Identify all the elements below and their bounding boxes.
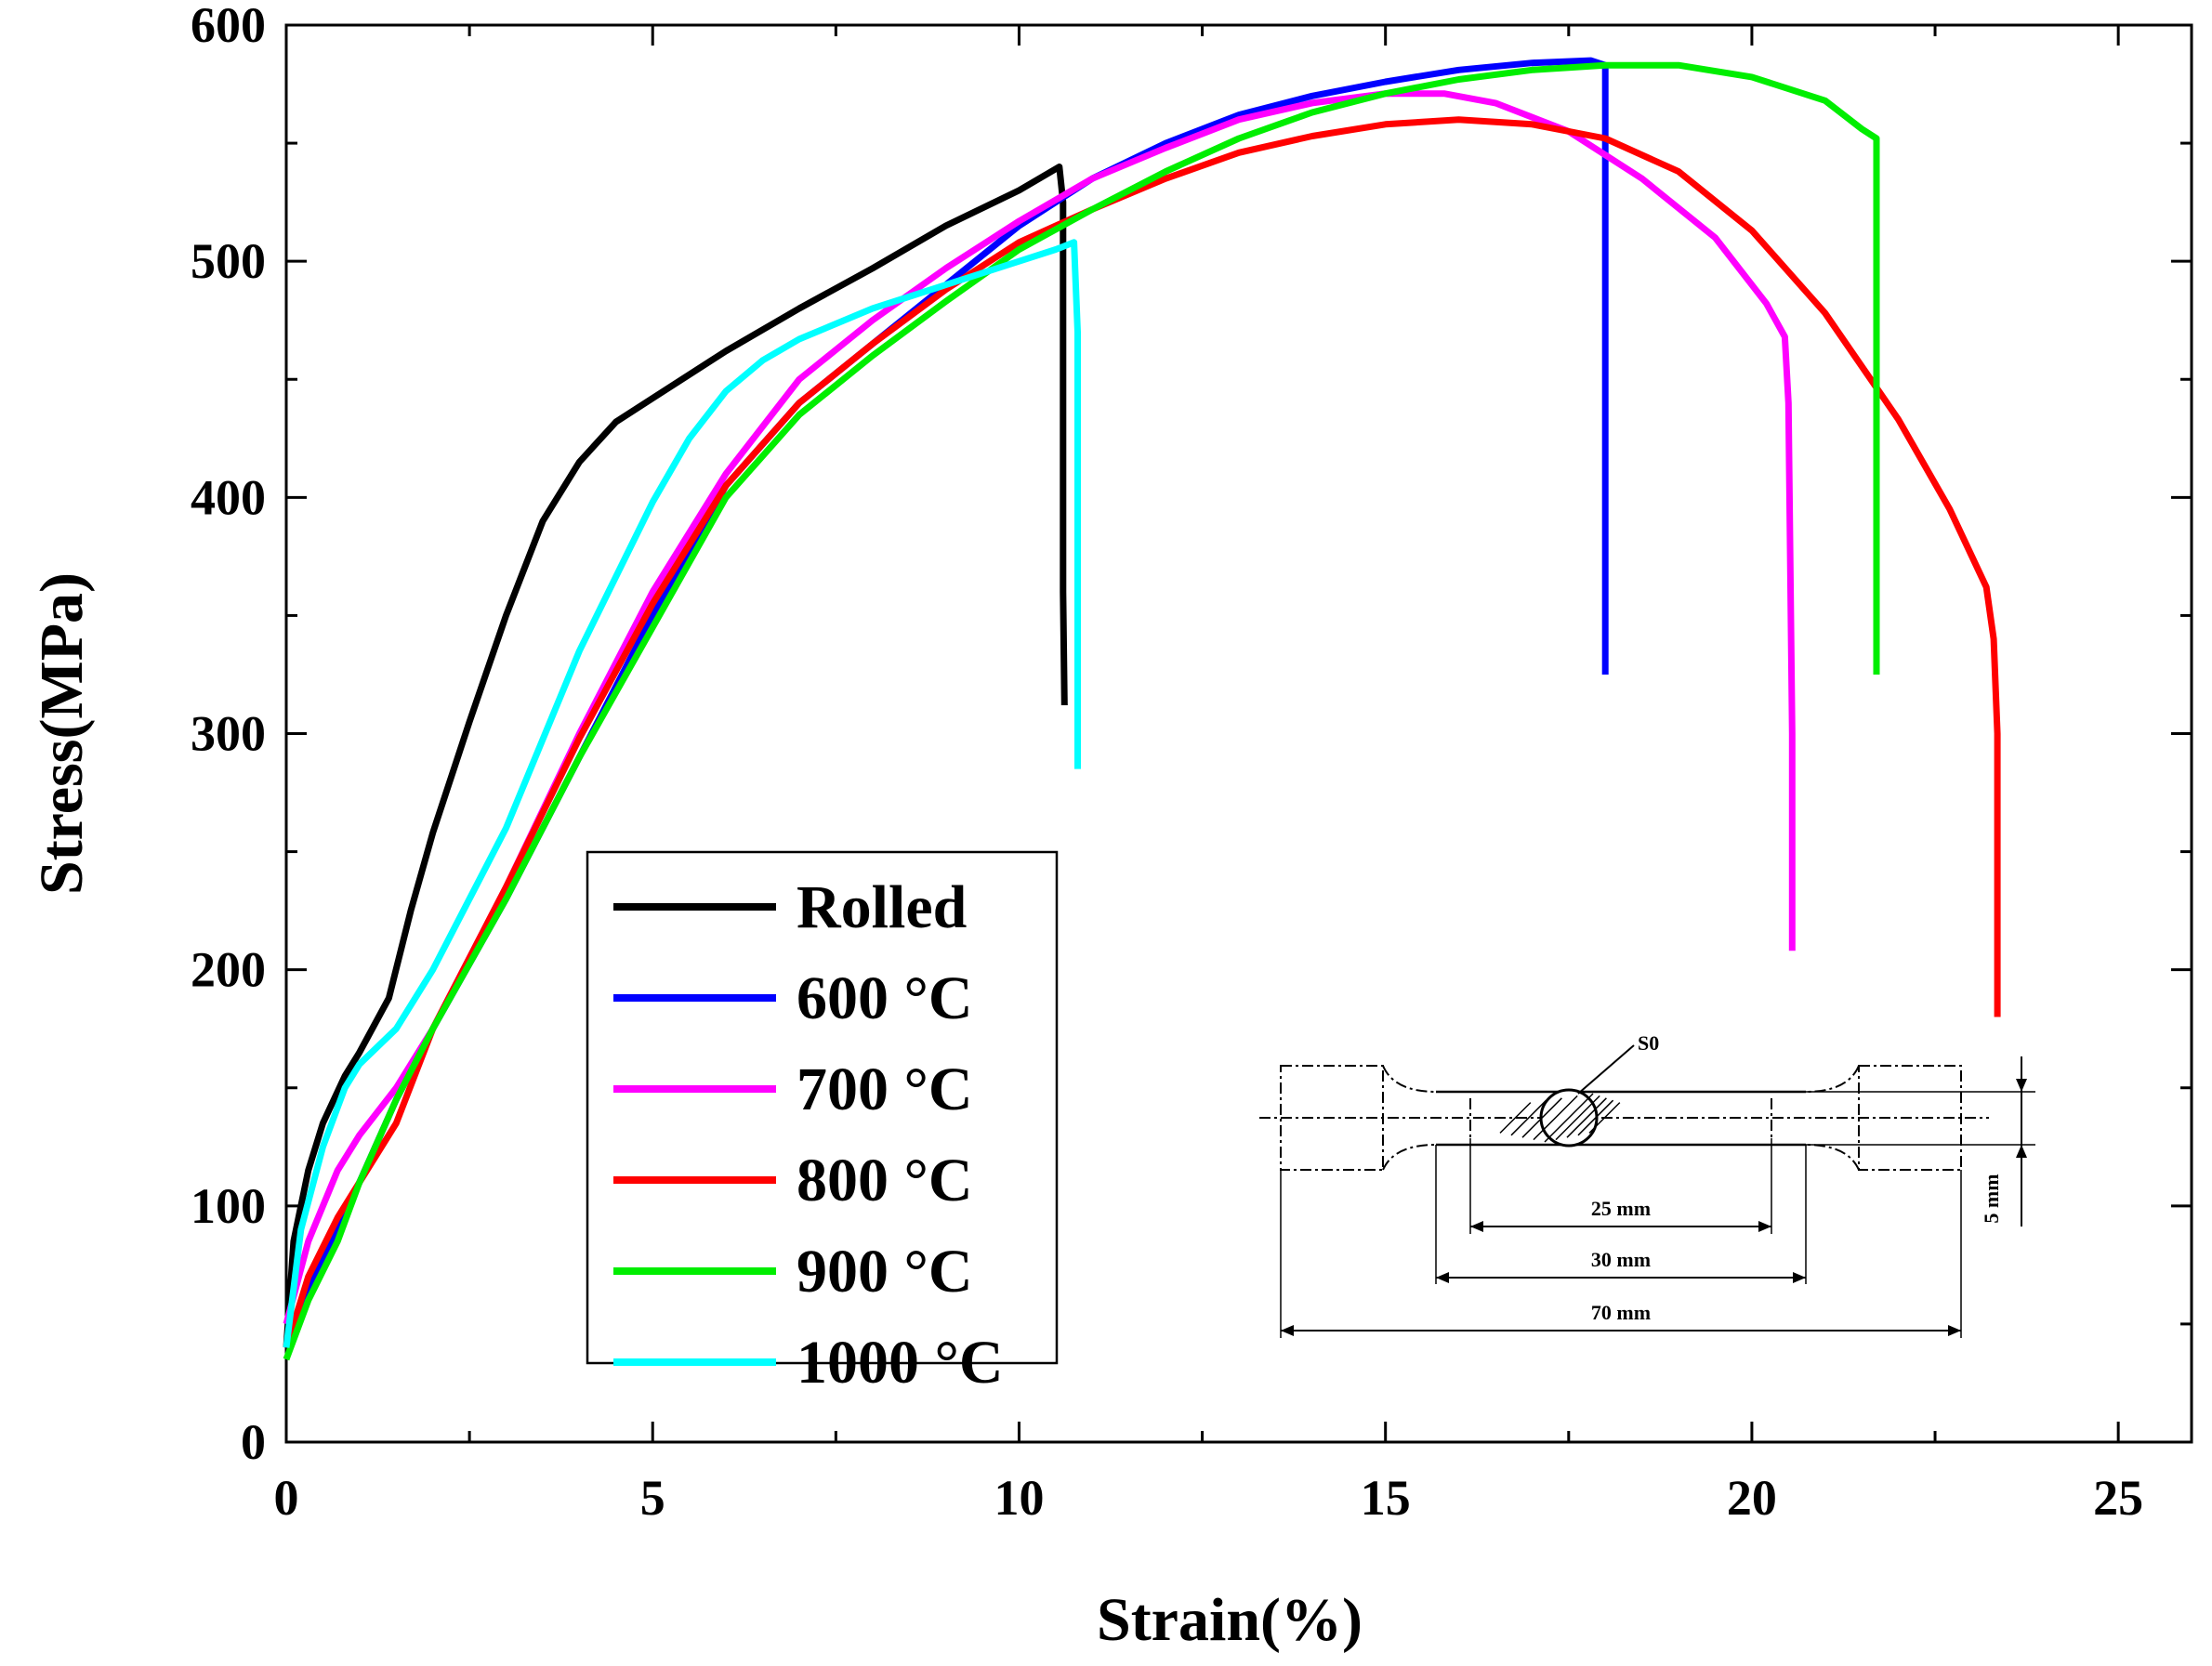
cross-section-hatch [1521, 1097, 1562, 1138]
cross-section-hatch [1566, 1097, 1607, 1138]
specimen-right-fillet-bottom [1805, 1144, 1860, 1171]
legend-label-800-c: 800 °C [797, 1147, 973, 1214]
dim-5mm-label: 5 mm [1980, 1174, 2003, 1223]
y-tick-label: 100 [191, 1178, 266, 1234]
dim-70mm-arrow-left [1281, 1325, 1294, 1336]
dim-5mm-arrow-bottom [2016, 1145, 2027, 1158]
series-line-900-c [283, 61, 1880, 1361]
dim-70mm-arrow-right [1948, 1325, 1961, 1336]
y-tick-label: 600 [191, 0, 266, 53]
legend-label-1000-c: 1000 °C [797, 1329, 1004, 1397]
dim-70mm-label: 70 mm [1591, 1301, 1651, 1324]
dim-25mm-arrow-left [1470, 1221, 1483, 1232]
x-axis-title: Strain(%) [1097, 1586, 1363, 1654]
dim-5mm-arrow-top [2016, 1079, 2027, 1092]
section-label: S0 [1638, 1031, 1659, 1055]
axes: 0 5 10 15 20 25 0 100 200 300 400 500 600 Strain(%) St… [28, 0, 2193, 1654]
x-tick-label: 25 [2093, 1470, 2143, 1526]
specimen-right-fillet-top [1805, 1065, 1860, 1093]
series-line-rolled [283, 164, 1068, 1348]
data-series [283, 57, 2001, 1361]
specimen-diagram: S0 25 mm 30 mm 70 mm 5 mm [1259, 1031, 2035, 1338]
cross-section-hatch [1533, 1095, 1578, 1141]
cross-section-hatch [1510, 1099, 1547, 1136]
legend-label-900-c: 900 °C [797, 1238, 973, 1305]
y-axis-title: Stress(MPa) [28, 572, 96, 895]
dim-30mm-arrow-right [1793, 1272, 1806, 1283]
legend: Rolled 600 °C 700 °C 800 °C 900 °C 1000 °C [586, 850, 1059, 1397]
x-tick-label: 10 [994, 1470, 1044, 1526]
cross-section-hatch [1544, 1093, 1594, 1143]
x-tick-label: 5 [640, 1470, 665, 1526]
cross-section-hatch [1577, 1099, 1614, 1136]
section-leader-line [1577, 1044, 1635, 1095]
cross-section-hatch [1499, 1102, 1532, 1134]
y-tick-label: 400 [191, 469, 266, 525]
dim-30mm-label: 30 mm [1591, 1248, 1651, 1271]
specimen-left-fillet-bottom [1382, 1144, 1437, 1171]
cross-section-hatch [1555, 1095, 1600, 1141]
y-tick-label: 500 [191, 233, 266, 289]
series-line-1000-c [283, 239, 1081, 1348]
x-tick-label: 20 [1727, 1470, 1777, 1526]
dim-25mm-arrow-right [1758, 1221, 1771, 1232]
legend-label-rolled: Rolled [797, 873, 967, 941]
y-tick-label: 200 [191, 942, 266, 998]
y-tick-label: 0 [241, 1414, 266, 1470]
x-tick-label: 0 [274, 1470, 299, 1526]
dim-30mm-arrow-left [1436, 1272, 1449, 1283]
specimen-left-fillet-top [1382, 1065, 1437, 1093]
dim-25mm-label: 25 mm [1591, 1197, 1651, 1220]
legend-label-600-c: 600 °C [797, 964, 973, 1032]
y-tick-label: 300 [191, 706, 266, 762]
cross-section-hatch [1588, 1102, 1621, 1134]
legend-label-700-c: 700 °C [797, 1056, 973, 1123]
legend-box [586, 850, 1059, 1365]
x-tick-label: 15 [1361, 1470, 1411, 1526]
